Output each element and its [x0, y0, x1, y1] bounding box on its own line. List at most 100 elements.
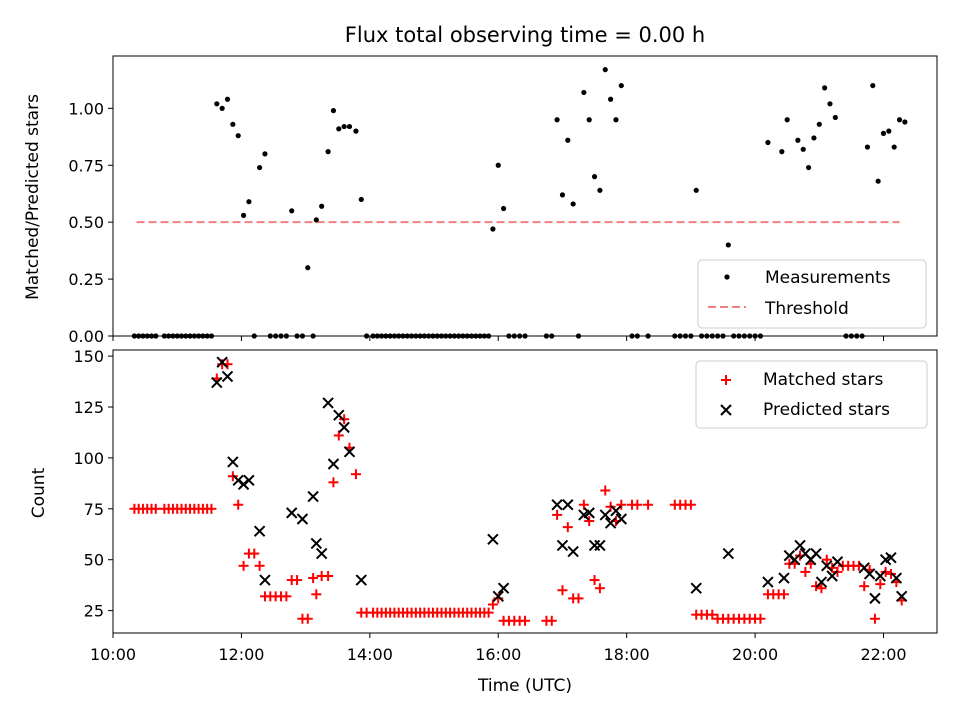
predicted-star-point — [610, 505, 622, 517]
legend-threshold-label: Threshold — [764, 299, 849, 319]
matched-star-point — [281, 591, 292, 602]
measurement-point — [346, 123, 353, 130]
legend-matched-marker — [721, 375, 731, 385]
predicted-star-point — [810, 547, 822, 560]
x-tick-label: 22:00 — [860, 645, 906, 664]
predicted-star-point — [492, 590, 504, 603]
legend-matched-label: Matched stars — [763, 370, 883, 390]
predicted-star-point — [567, 545, 579, 558]
measurement-point — [257, 164, 263, 171]
predicted-star-point — [221, 370, 234, 383]
legend-top-box — [697, 259, 927, 329]
predicted-star-point — [286, 507, 298, 519]
predicted-star-point — [794, 539, 806, 552]
measurement-point — [816, 121, 822, 127]
predicted-star-point — [815, 576, 828, 588]
matched-star-point — [707, 609, 718, 620]
measurement-point — [289, 208, 295, 214]
measurement-point — [246, 199, 252, 205]
predicted-star-point — [869, 592, 881, 605]
measurement-point — [353, 128, 359, 134]
y-tick-label-bottom: 50 — [84, 551, 104, 570]
measurement-point — [886, 128, 892, 134]
predicted-star-point — [890, 572, 903, 584]
measurement-point — [565, 137, 571, 143]
measurement-point — [319, 203, 325, 209]
measurement-point — [880, 130, 887, 136]
y-tick-label-top: 0.50 — [68, 213, 104, 232]
measurement-point — [795, 137, 801, 143]
matched-star-point — [328, 477, 339, 488]
matched-star-point — [600, 485, 611, 496]
measurement-point — [586, 117, 592, 123]
matched-star-point — [557, 585, 568, 596]
measurement-point — [262, 151, 268, 157]
measurement-point — [891, 144, 897, 150]
x-tick-label: 16:00 — [475, 645, 521, 664]
measurement-point — [902, 119, 908, 125]
predicted-star-point — [885, 551, 897, 564]
matched-star-point — [546, 615, 557, 626]
legend-top: Measurements Threshold — [697, 259, 927, 329]
predicted-star-point — [690, 582, 702, 594]
y-axis-label-bottom: Count — [29, 467, 49, 518]
legend-bottom: Matched stars Predicted stars — [695, 360, 928, 429]
measurement-point — [240, 212, 247, 218]
measurement-point — [608, 96, 614, 102]
predicted-star-point — [583, 507, 595, 519]
matched-star-point — [685, 499, 696, 510]
predicted-star-point — [211, 376, 223, 389]
measurement-point — [725, 242, 731, 248]
legend-predicted-marker — [720, 404, 732, 416]
y-tick-label-top: 1.00 — [68, 99, 104, 118]
predicted-star-point — [762, 576, 774, 588]
measurement-point — [554, 117, 560, 123]
predicted-star-point — [895, 590, 908, 603]
y-tick-label-top: 0.25 — [68, 270, 104, 289]
measurement-point — [811, 135, 817, 141]
measurement-point — [827, 101, 833, 107]
x-axis-label: Time (UTC) — [477, 676, 572, 696]
axes-frame-bottom — [112, 349, 938, 634]
matched-star-point — [333, 430, 344, 441]
measurement-point — [896, 117, 903, 123]
measurement-point — [330, 108, 337, 114]
predicted-star-point — [355, 574, 367, 586]
matched-star-point — [578, 499, 589, 510]
predicted-star-point — [826, 570, 838, 582]
predicted-star-point — [315, 547, 328, 560]
y-tick-label-top: 0.00 — [68, 327, 104, 346]
x-tick-label: 10:00 — [90, 645, 136, 664]
measurement-point — [305, 265, 311, 271]
predicted-star-point — [253, 525, 266, 537]
matched-star-point — [562, 522, 573, 533]
predicted-star-point — [338, 421, 350, 434]
measurement-point — [325, 149, 331, 155]
measurement-point — [805, 164, 812, 171]
matched-star-point — [350, 469, 361, 480]
matched-star-point — [311, 589, 322, 600]
matched-star-point — [778, 589, 789, 600]
matched-star-point — [875, 579, 886, 590]
legend-predicted-label: Predicted stars — [763, 400, 890, 420]
matched-star-point — [632, 499, 643, 510]
predicted-star-point — [333, 409, 345, 421]
measurement-point — [490, 226, 496, 232]
plot-area-top — [131, 67, 908, 339]
measurement-point — [765, 139, 771, 146]
predicted-star-point — [216, 356, 228, 368]
predicted-star-point — [562, 499, 574, 511]
measurement-point — [870, 82, 876, 89]
measurement-point — [559, 192, 566, 198]
legend-measurements-marker — [724, 274, 730, 280]
matched-star-point — [589, 575, 600, 586]
measurement-point — [875, 178, 881, 184]
matched-star-point — [254, 560, 265, 571]
predicted-star-point — [821, 560, 833, 572]
predicted-star-point — [310, 537, 323, 550]
plot-area-bottom — [129, 356, 908, 626]
measurement-point — [495, 162, 501, 168]
predicted-star-point — [243, 474, 255, 487]
